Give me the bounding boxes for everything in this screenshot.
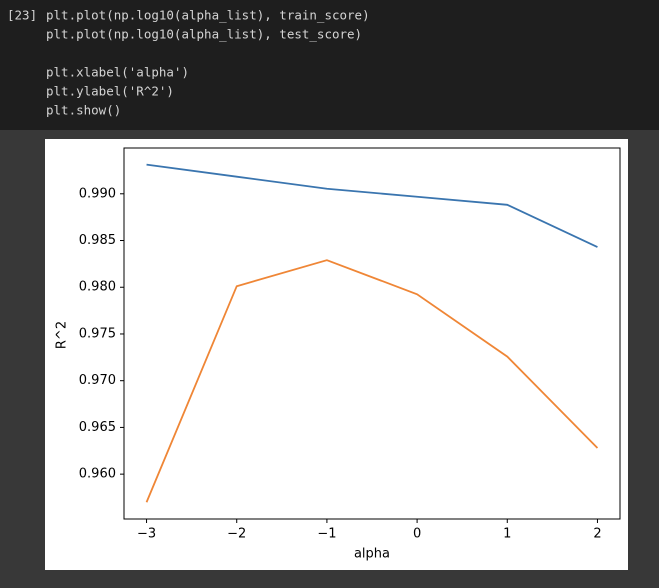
- y-tick-label: 0.975: [79, 326, 116, 341]
- y-tick-label: 0.985: [79, 233, 116, 248]
- code-line: plt.plot(np.log10(alpha_list), test_scor…: [46, 27, 362, 42]
- code-line: plt.ylabel('R^2'): [46, 84, 174, 99]
- x-tick-label: −3: [137, 527, 156, 542]
- code-line: plt.xlabel('alpha'): [46, 65, 189, 80]
- line-series: [145, 259, 599, 503]
- y-tick-label: 0.980: [79, 280, 116, 295]
- figure: [45, 139, 628, 570]
- y-axis-label: R^2: [55, 321, 70, 349]
- x-tick-label: 1: [503, 527, 511, 542]
- y-tick-label: 0.990: [79, 186, 116, 201]
- x-tick-label: −2: [227, 527, 246, 542]
- code-line: plt.show(): [46, 103, 121, 118]
- x-tick-label: 2: [593, 527, 601, 542]
- y-tick-label: 0.970: [79, 373, 116, 388]
- line-series: [146, 163, 598, 248]
- cell-prompt: [23]: [7, 8, 37, 23]
- x-tick-label: −1: [317, 527, 336, 542]
- y-tick-label: 0.965: [79, 420, 116, 435]
- x-axis-label: alpha: [354, 547, 390, 562]
- code-line: plt.plot(np.log10(alpha_list), train_sco…: [46, 8, 370, 23]
- y-tick-label: 0.960: [79, 467, 116, 482]
- code-cell[interactable]: [0, 0, 659, 130]
- x-tick-label: 0: [413, 527, 421, 542]
